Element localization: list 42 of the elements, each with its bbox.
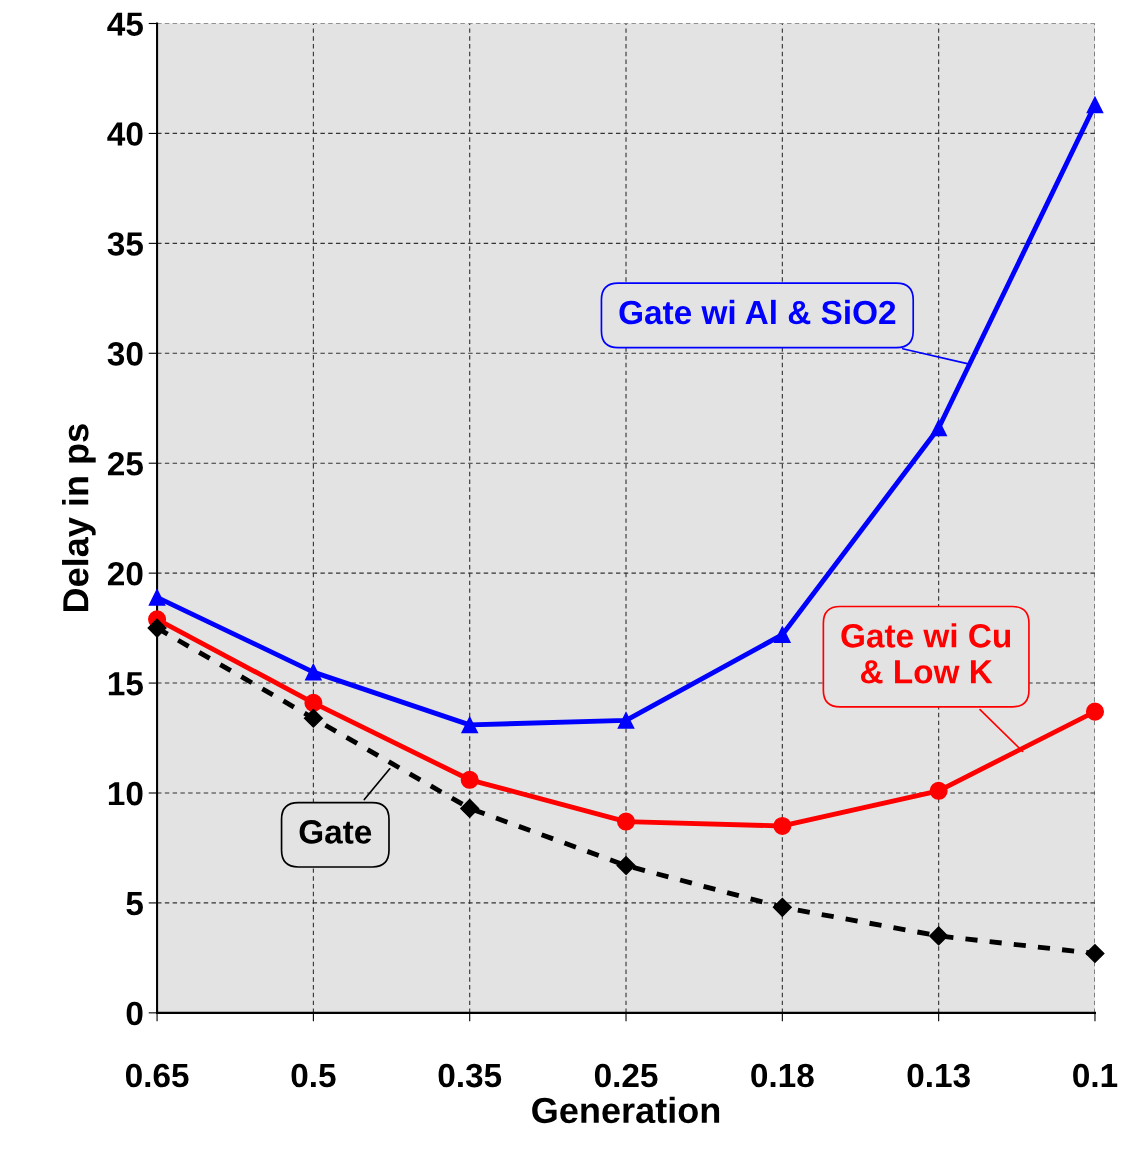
point (929, 926, 949, 946)
x-tick-label: 0.25 (594, 1063, 658, 1088)
point (148, 588, 166, 606)
x-tick-label: 0.35 (438, 1063, 502, 1088)
point (461, 716, 479, 734)
x-tick-label: 0.1 (1073, 1063, 1118, 1088)
x-tick-label: 0.13 (907, 1063, 970, 1088)
point (1086, 96, 1104, 114)
point (460, 798, 480, 818)
y-tick-label: 45 (107, 12, 143, 36)
point (147, 618, 167, 638)
point (1085, 702, 1104, 721)
point (617, 712, 635, 729)
legend-label: Gate (299, 820, 372, 844)
y-tick-label: 0 (126, 1001, 143, 1026)
text: Gate wi Al & SiO2 (619, 299, 896, 325)
y-tick-label: 35 (107, 232, 143, 256)
point (773, 816, 792, 836)
y-tick-label: 25 (107, 452, 143, 476)
point (460, 770, 479, 789)
y-tick-label: 5 (126, 892, 143, 916)
y-tick-label: 10 (108, 781, 143, 806)
point (930, 419, 947, 437)
y-tick-label: 40 (107, 122, 143, 146)
point (774, 626, 791, 644)
x-tick-label: 0.65 (125, 1063, 189, 1088)
point (305, 663, 322, 681)
point (929, 781, 948, 800)
y-tick-label: 20 (107, 561, 143, 586)
point (1085, 943, 1105, 964)
x-axis-title: Generation (532, 1096, 720, 1124)
series-label: Gate wi Cu & Low K (841, 623, 1011, 684)
point (303, 708, 323, 728)
x-tick-label: 0.5 (291, 1063, 336, 1088)
point (304, 693, 323, 712)
x-tick-label: 0.18 (751, 1063, 814, 1088)
point (616, 812, 636, 831)
point (616, 856, 636, 876)
y-tick-label: 30 (107, 342, 143, 366)
point (772, 897, 792, 917)
y-axis-title: Delay in ps (62, 424, 96, 612)
y-tick-label: 15 (108, 672, 143, 696)
